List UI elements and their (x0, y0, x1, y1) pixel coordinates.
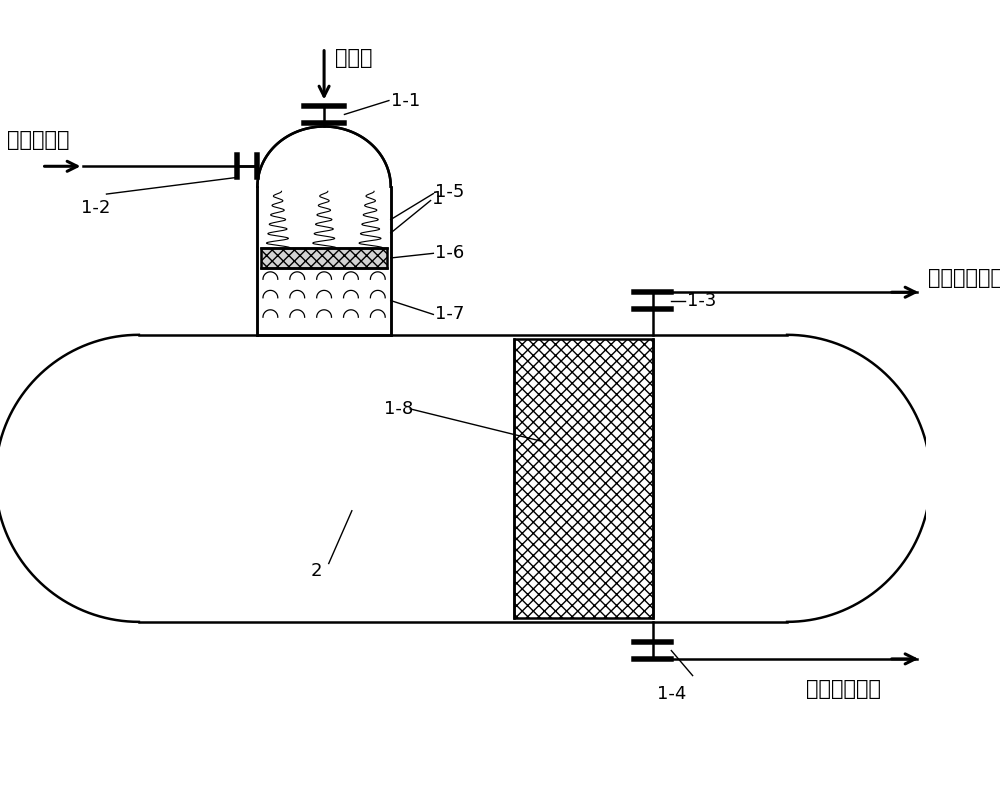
Text: 1-2: 1-2 (81, 199, 111, 217)
Text: 2: 2 (310, 562, 322, 580)
Text: 1-8: 1-8 (384, 400, 414, 418)
Bar (261, 248, 387, 268)
Text: 废碱液去焚烧: 废碱液去焚烧 (806, 679, 881, 699)
Bar (514, 339, 653, 618)
Text: 1-1: 1-1 (391, 92, 420, 110)
Polygon shape (257, 126, 391, 335)
Text: 氧化液去分解: 氧化液去分解 (928, 269, 1000, 288)
Text: 外排废碱液: 外排废碱液 (7, 130, 70, 149)
Text: 1-6: 1-6 (435, 244, 464, 262)
Text: 氧化液: 氧化液 (335, 47, 373, 68)
Text: 1-5: 1-5 (435, 182, 465, 201)
Text: 1-7: 1-7 (435, 306, 465, 323)
Text: 1-3: 1-3 (687, 292, 716, 310)
Text: 1: 1 (432, 190, 444, 208)
Text: 1-4: 1-4 (657, 685, 687, 703)
